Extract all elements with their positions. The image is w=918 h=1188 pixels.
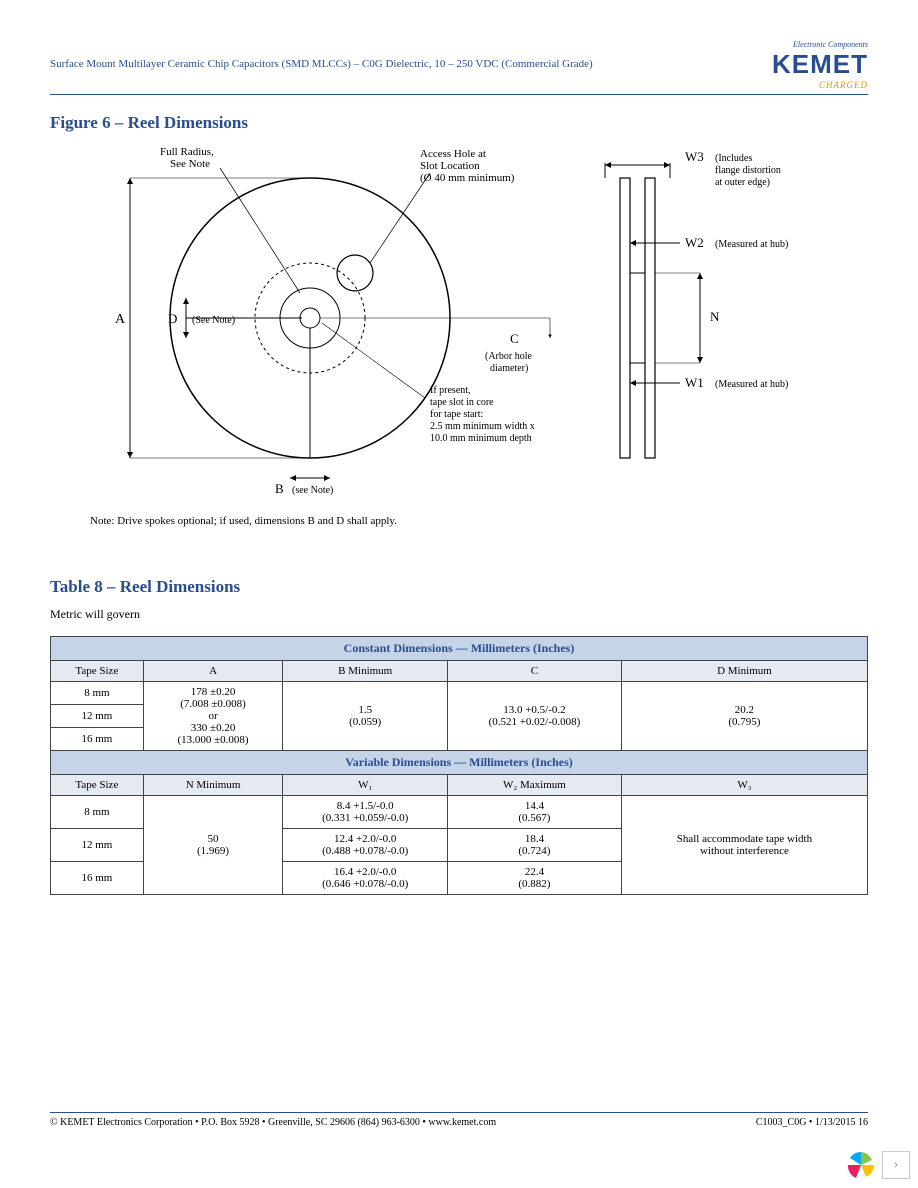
- footer-left: © KEMET Electronics Corporation • P.O. B…: [50, 1117, 496, 1128]
- dim-d-label: D: [168, 311, 177, 326]
- page-header: Surface Mount Multilayer Ceramic Chip Ca…: [50, 40, 868, 95]
- viewer-logo-icon: [846, 1150, 876, 1180]
- svg-text:See Note: See Note: [170, 158, 210, 170]
- svg-text:(Measured at hub): (Measured at hub): [715, 379, 788, 390]
- footer-right: C1003_C0G • 1/13/2015 16: [756, 1117, 868, 1128]
- col-header: W₃: [621, 775, 867, 796]
- logo-text: KEMET: [772, 49, 868, 80]
- table-section-header: Constant Dimensions — Millimeters (Inche…: [51, 637, 868, 661]
- reel-diagram: A D (See Note) B (see Note) Full Radius,…: [90, 143, 868, 507]
- svg-text:tape slot in core: tape slot in core: [430, 397, 494, 408]
- dim-n-label: N: [710, 309, 720, 324]
- svg-text:(See Note): (See Note): [192, 315, 235, 326]
- svg-text:(Ø 40 mm minimum): (Ø 40 mm minimum): [420, 172, 515, 184]
- dim-w1-label: W1: [685, 375, 704, 390]
- svg-text:at outer edge): at outer edge): [715, 177, 770, 188]
- col-header: W₁: [283, 775, 448, 796]
- table-cell: 12 mm: [51, 829, 144, 862]
- svg-text:Slot Location: Slot Location: [420, 160, 480, 172]
- col-header: N Minimum: [143, 775, 283, 796]
- svg-text:If present,: If present,: [430, 385, 471, 396]
- next-page-button[interactable]: ›: [882, 1151, 910, 1179]
- brand-logo: Electronic Components KEMET CHARGED: [772, 40, 868, 90]
- svg-text:(Measured at hub): (Measured at hub): [715, 239, 788, 250]
- table-cell: 20.2 (0.795): [621, 682, 867, 751]
- table-cell: 16.4 +2.0/-0.0 (0.646 +0.078/-0.0): [283, 862, 448, 895]
- col-header: Tape Size: [51, 775, 144, 796]
- viewer-controls: ›: [846, 1150, 910, 1180]
- col-header: C: [448, 661, 622, 682]
- svg-text:(Includes: (Includes: [715, 153, 752, 164]
- table-cell: Shall accommodate tape width without int…: [621, 796, 867, 895]
- table-cell: 18.4 (0.724): [448, 829, 622, 862]
- table-section-header: Variable Dimensions — Millimeters (Inche…: [51, 751, 868, 775]
- table-cell: 8 mm: [51, 796, 144, 829]
- figure-note: Note: Drive spokes optional; if used, di…: [90, 515, 868, 527]
- table-cell: 12 mm: [51, 705, 144, 728]
- table-cell: 13.0 +0.5/-0.2 (0.521 +0.02/-0.008): [448, 682, 622, 751]
- table-cell: 16 mm: [51, 728, 144, 751]
- svg-text:Access Hole at: Access Hole at: [420, 148, 486, 160]
- reel-dimensions-table: Constant Dimensions — Millimeters (Inche…: [50, 636, 868, 895]
- logo-tagline: Electronic Components: [772, 40, 868, 49]
- dim-w3-label: W3: [685, 149, 704, 164]
- col-header: A: [143, 661, 283, 682]
- svg-text:(Arbor hole: (Arbor hole: [485, 351, 532, 362]
- table-cell: 14.4 (0.567): [448, 796, 622, 829]
- table-cell: 1.5 (0.059): [283, 682, 448, 751]
- dim-w2-label: W2: [685, 235, 704, 250]
- col-header: W₂ Maximum: [448, 775, 622, 796]
- col-header: B Minimum: [283, 661, 448, 682]
- table-govern-note: Metric will govern: [50, 607, 868, 622]
- col-header: D Minimum: [621, 661, 867, 682]
- col-header: Tape Size: [51, 661, 144, 682]
- page-footer: © KEMET Electronics Corporation • P.O. B…: [50, 1112, 868, 1128]
- svg-text:Full Radius,: Full Radius,: [160, 146, 214, 158]
- table-cell: 8 mm: [51, 682, 144, 705]
- document-title: Surface Mount Multilayer Ceramic Chip Ca…: [50, 40, 593, 70]
- svg-text:10.0 mm minimum depth: 10.0 mm minimum depth: [430, 433, 532, 444]
- svg-text:diameter): diameter): [490, 363, 528, 374]
- svg-text:for tape start:: for tape start:: [430, 409, 483, 420]
- table-title: Table 8 – Reel Dimensions: [50, 577, 868, 597]
- table-cell: 22.4 (0.882): [448, 862, 622, 895]
- table-cell: 8.4 +1.5/-0.0 (0.331 +0.059/-0.0): [283, 796, 448, 829]
- table-cell: 12.4 +2.0/-0.0 (0.488 +0.078/-0.0): [283, 829, 448, 862]
- table-cell: 50 (1.969): [143, 796, 283, 895]
- logo-subtext: CHARGED: [772, 80, 868, 90]
- table-cell: 178 ±0.20 (7.008 ±0.008) or 330 ±0.20 (1…: [143, 682, 283, 751]
- figure-title: Figure 6 – Reel Dimensions: [50, 113, 868, 133]
- table-cell: 16 mm: [51, 862, 144, 895]
- svg-text:(see Note): (see Note): [292, 485, 333, 496]
- dim-b-label: B: [275, 481, 284, 496]
- svg-text:2.5 mm minimum width x: 2.5 mm minimum width x: [430, 421, 535, 432]
- dim-a-label: A: [115, 312, 126, 327]
- svg-text:flange distortion: flange distortion: [715, 165, 781, 176]
- dim-c-label: C: [510, 331, 519, 346]
